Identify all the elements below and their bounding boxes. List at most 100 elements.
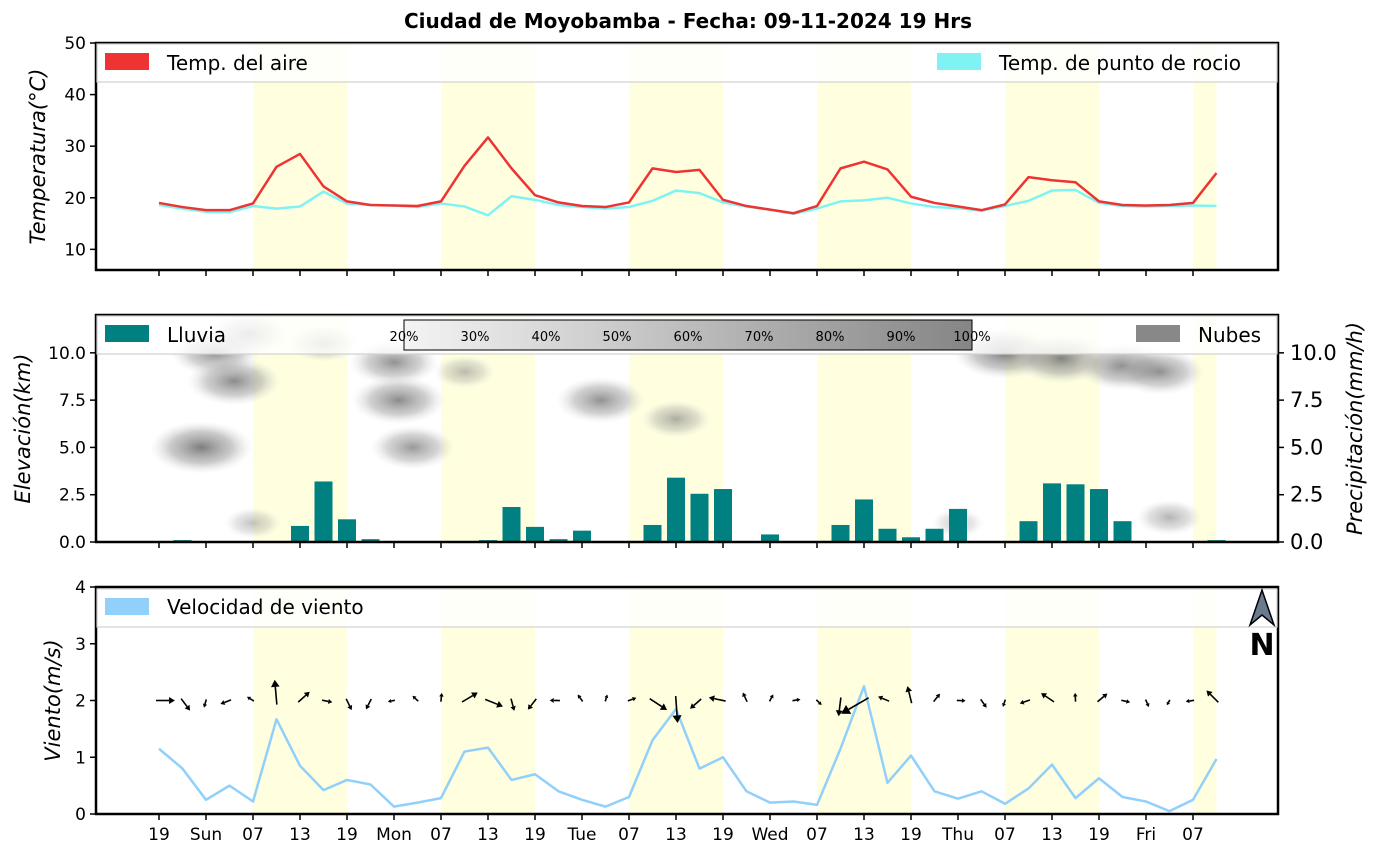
north-label: N [1249, 628, 1274, 663]
precip-bar-38 [1043, 483, 1061, 542]
x-tick-label: Mon [376, 825, 412, 845]
precip-bar-18 [573, 530, 591, 542]
y-tick-label: 3 [75, 635, 86, 655]
wind-arrow-38 [1044, 695, 1055, 703]
wind-arrow-head-31 [878, 695, 884, 701]
precip-bar-23 [690, 493, 709, 542]
wind-arrow-head-32 [905, 686, 913, 693]
x-tick-label: 07 [1182, 825, 1204, 845]
wind-arrow-41 [1121, 699, 1127, 703]
panel-frame [94, 41, 1280, 272]
legend-label-wind: Velocidad de viento [167, 595, 364, 619]
wind-arrow-15 [510, 698, 514, 707]
cloud-blob-7 [370, 425, 456, 470]
wind-arrow-head-4 [246, 696, 252, 701]
cloud-blob-15 [1136, 499, 1203, 536]
wind-arrow-head-40 [1102, 693, 1108, 699]
wind-arrow-head-7 [327, 699, 333, 704]
x-tick-label: Sun [190, 825, 222, 845]
wind-arrow-head-3 [220, 700, 226, 705]
x-tick-label: 07 [806, 825, 828, 845]
y-tick-label: 7.5 [59, 391, 86, 411]
colorbar-label: 90% [887, 330, 916, 345]
colorbar-label: 30% [461, 330, 490, 345]
y-tick-label: 30 [64, 137, 86, 157]
legend-box [96, 588, 1278, 628]
x-tick-label: 07 [618, 825, 640, 845]
time-axis: 19 Sun 07 13 19 Mon 07 13 19 Tue 07 13 19 Wed 07 13 19 Th… [148, 825, 1204, 845]
legend-box [96, 43, 1278, 83]
y2-tick-label: 10.0 [1290, 341, 1337, 365]
precip-bar-6 [291, 525, 309, 542]
precip-bar-9 [361, 539, 380, 542]
colorbar-label: 50% [603, 330, 632, 345]
wind-arrow-head-20 [632, 696, 637, 702]
legend-swatch-rain [105, 325, 149, 342]
legend-label-dew: Temp. de punto de rocio [998, 51, 1241, 75]
wind-arrow-14 [484, 698, 498, 706]
wind-arrow-head-44 [1185, 698, 1190, 704]
colorbar-label: 60% [674, 330, 703, 345]
precip-bar-30 [855, 499, 873, 542]
cloud-colorbar [403, 319, 973, 351]
colorbar-label: 20% [390, 330, 419, 345]
cloud-blob-16 [224, 507, 282, 539]
precipitation-clouds-panel: 0.0 2.5 5.0 7.5 10.0 0.0 2.5 5.0 7.5 10.0 Elevació… [11, 312, 1367, 554]
y-tick-label: 2.5 [59, 486, 86, 506]
cloud-blob-9 [556, 377, 646, 424]
wind-arrow-5 [274, 686, 278, 705]
wind-arrow-12 [440, 696, 443, 702]
precip-bar-39 [1066, 484, 1085, 542]
x-tick-label: 19 [524, 825, 546, 845]
precip-bar-37 [1019, 521, 1038, 542]
wind-arrow-head-34 [961, 698, 966, 703]
wind-arrow-head-21 [659, 703, 668, 710]
y2-tick-label: 0.0 [1290, 530, 1323, 554]
x-tick-label: Tue [566, 825, 596, 845]
x-tick-label: 07 [430, 825, 452, 845]
wind-panel: 0 1 2 3 4 Viento(m/s) Velocidad de viento N [41, 578, 1280, 825]
wind-arrow-25 [743, 695, 748, 703]
wind-arrow-head-5 [271, 679, 280, 688]
legend-label-air: Temp. del aire [166, 51, 308, 75]
cloud-blob-10 [640, 400, 712, 438]
wind-arrow-16 [530, 698, 537, 707]
y-tick-label: 40 [64, 86, 86, 106]
north-arrow-icon [1248, 587, 1276, 628]
y-tick-label: 4 [75, 578, 86, 598]
y2-axis-label: Precipitación(mm/h) [1343, 322, 1367, 535]
wind-arrow-4 [249, 697, 255, 702]
wind-arrow-35 [980, 698, 985, 705]
cloud-blob-14 [1115, 348, 1205, 395]
wind-arrow-head-16 [527, 704, 533, 710]
wind-arrow-head-8 [347, 704, 353, 711]
legend-label-rain: Lluvia [167, 323, 226, 347]
x-tick-label: 19 [900, 825, 922, 845]
series-temp-dew [158, 188, 1217, 217]
wind-arrow-29 [838, 697, 842, 711]
wind-arrow-27 [792, 699, 798, 702]
y2-tick-label: 2.5 [1290, 483, 1323, 507]
precip-bar-21 [643, 524, 662, 542]
wind-arrow-head-0 [169, 696, 175, 705]
y-tick-label: 50 [64, 34, 86, 54]
precip-bar-40 [1090, 489, 1108, 542]
wind-arrow-2 [204, 699, 208, 705]
wind-arrow-head-38 [1041, 693, 1048, 699]
precip-bar-7 [314, 481, 333, 542]
wind-arrow-head-24 [708, 695, 715, 702]
precip-bar-33 [925, 528, 944, 542]
x-tick-label: 19 [336, 825, 358, 845]
wind-arrow-head-43 [1166, 701, 1171, 706]
y-tick-label: 2 [75, 692, 86, 712]
precip-bar-17 [549, 539, 568, 542]
colorbar-label: 40% [532, 330, 561, 345]
precip-bar-16 [526, 526, 544, 542]
series-wind-speed [158, 685, 1218, 813]
wind-arrow-head-28 [817, 701, 822, 706]
wind-arrow-40 [1097, 695, 1105, 703]
x-tick-label: 13 [289, 825, 311, 845]
wind-arrow-24 [714, 697, 726, 702]
wind-arrow-31 [881, 697, 890, 702]
